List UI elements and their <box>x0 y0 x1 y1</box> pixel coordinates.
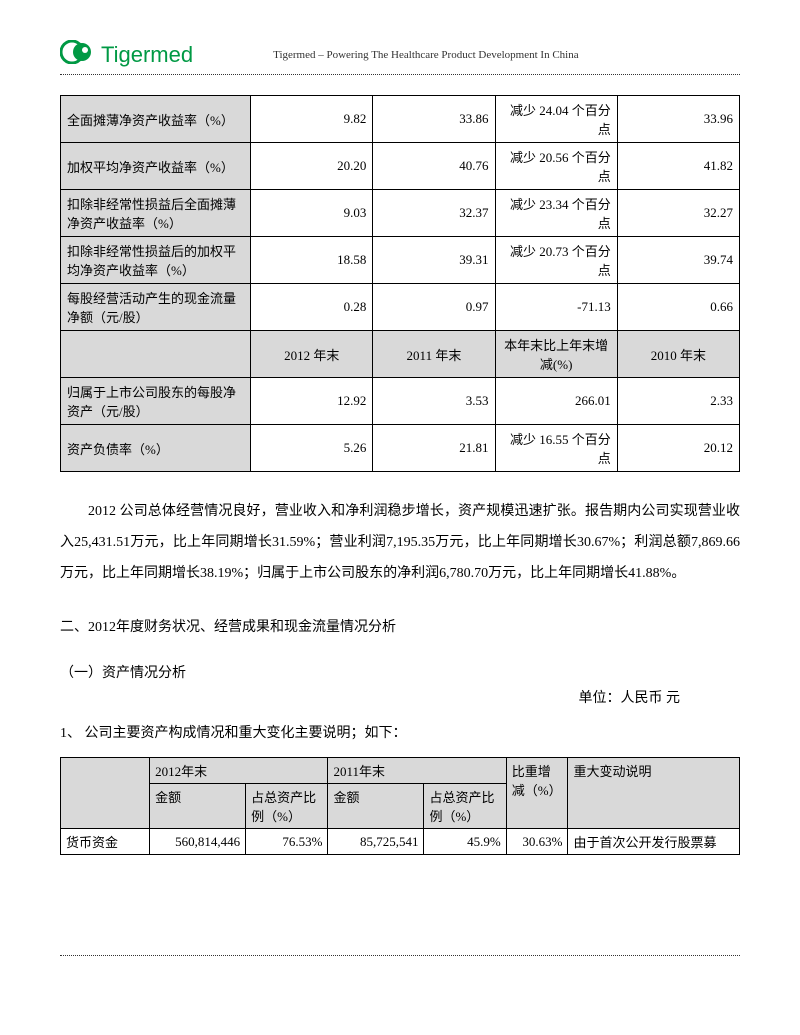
footer-divider <box>60 955 740 956</box>
metric-value: 266.01 <box>495 378 617 425</box>
metric-label: 每股经营活动产生的现金流量净额（元/股） <box>61 284 251 331</box>
metric-label: 扣除非经常性损益后的加权平均净资产收益率（%） <box>61 237 251 284</box>
metric-value: 33.86 <box>373 96 495 143</box>
metric-value: 33.96 <box>617 96 739 143</box>
metric-value: 21.81 <box>373 425 495 472</box>
metric-value: 减少 20.73 个百分点 <box>495 237 617 284</box>
metric-value: 减少 16.55 个百分点 <box>495 425 617 472</box>
table-row: 归属于上市公司股东的每股净资产（元/股） 12.92 3.53 266.01 2… <box>61 378 740 425</box>
metric-label: 全面摊薄净资产收益率（%） <box>61 96 251 143</box>
list-item: 1、 公司主要资产构成情况和重大变化主要说明；如下： <box>60 722 740 742</box>
amount-header: 金额 <box>150 784 246 829</box>
metric-value: 32.37 <box>373 190 495 237</box>
ratio-header: 占总资产比例（%） <box>424 784 506 829</box>
table-header-row: 2012年末 2011年末 比重增减（%） 重大变动说明 <box>61 758 740 784</box>
metric-value: 39.74 <box>617 237 739 284</box>
metric-value: 9.82 <box>251 96 373 143</box>
metric-label: 归属于上市公司股东的每股净资产（元/股） <box>61 378 251 425</box>
asset-ratio: 76.53% <box>246 829 328 855</box>
metric-label: 资产负债率（%） <box>61 425 251 472</box>
metric-value: 40.76 <box>373 143 495 190</box>
change-header: 本年末比上年末增减(%) <box>495 331 617 378</box>
year-header: 2012年末 <box>150 758 328 784</box>
table-row: 货币资金 560,814,446 76.53% 85,725,541 45.9%… <box>61 829 740 855</box>
header-divider <box>60 74 740 75</box>
asset-amount: 85,725,541 <box>328 829 424 855</box>
metric-label: 扣除非经常性损益后全面摊薄净资产收益率（%） <box>61 190 251 237</box>
table-row: 每股经营活动产生的现金流量净额（元/股） 0.28 0.97 -71.13 0.… <box>61 284 740 331</box>
metric-value: 32.27 <box>617 190 739 237</box>
amount-header: 金额 <box>328 784 424 829</box>
year-header: 2012 年末 <box>251 331 373 378</box>
empty-header <box>61 331 251 378</box>
header-tagline: Tigermed – Powering The Healthcare Produ… <box>273 49 579 61</box>
desc-header: 重大变动说明 <box>568 758 740 829</box>
unit-label: 单位：人民币 元 <box>60 687 680 707</box>
logo: Tigermed <box>60 40 193 69</box>
table-row: 扣除非经常性损益后的加权平均净资产收益率（%） 18.58 39.31 减少 2… <box>61 237 740 284</box>
metric-value: 0.66 <box>617 284 739 331</box>
section-title: 二、2012年度财务状况、经营成果和现金流量情况分析 <box>60 614 740 642</box>
asset-amount: 560,814,446 <box>150 829 246 855</box>
metric-value: 12.92 <box>251 378 373 425</box>
metric-value: 3.53 <box>373 378 495 425</box>
asset-ratio: 45.9% <box>424 829 506 855</box>
page-header: Tigermed Tigermed – Powering The Healthc… <box>60 40 740 69</box>
subsection-title: （一）资产情况分析 <box>60 662 740 682</box>
year-header: 2010 年末 <box>617 331 739 378</box>
metric-value: 减少 20.56 个百分点 <box>495 143 617 190</box>
logo-text: Tigermed <box>101 42 193 68</box>
summary-paragraph: 2012 公司总体经营情况良好，营业收入和净利润稳步增长，资产规模迅速扩张。报告… <box>60 497 740 589</box>
empty-header <box>61 758 150 829</box>
metric-value: 20.12 <box>617 425 739 472</box>
asset-desc: 由于首次公开发行股票募 <box>568 829 740 855</box>
metric-value: 减少 23.34 个百分点 <box>495 190 617 237</box>
metric-value: 0.28 <box>251 284 373 331</box>
metric-label: 加权平均净资产收益率（%） <box>61 143 251 190</box>
metric-value: 39.31 <box>373 237 495 284</box>
table-row: 全面摊薄净资产收益率（%） 9.82 33.86 减少 24.04 个百分点 3… <box>61 96 740 143</box>
asset-composition-table: 2012年末 2011年末 比重增减（%） 重大变动说明 金额 占总资产比例（%… <box>60 757 740 855</box>
metric-value: -71.13 <box>495 284 617 331</box>
table-row: 加权平均净资产收益率（%） 20.20 40.76 减少 20.56 个百分点 … <box>61 143 740 190</box>
ratio-header: 占总资产比例（%） <box>246 784 328 829</box>
change-header: 比重增减（%） <box>506 758 568 829</box>
asset-label: 货币资金 <box>61 829 150 855</box>
financial-metrics-table: 全面摊薄净资产收益率（%） 9.82 33.86 减少 24.04 个百分点 3… <box>60 95 740 472</box>
table-row: 资产负债率（%） 5.26 21.81 减少 16.55 个百分点 20.12 <box>61 425 740 472</box>
metric-value: 5.26 <box>251 425 373 472</box>
logo-icon <box>60 40 96 69</box>
table-header-row: 2012 年末 2011 年末 本年末比上年末增减(%) 2010 年末 <box>61 331 740 378</box>
metric-value: 减少 24.04 个百分点 <box>495 96 617 143</box>
year-header: 2011年末 <box>328 758 506 784</box>
metric-value: 2.33 <box>617 378 739 425</box>
metric-value: 20.20 <box>251 143 373 190</box>
year-header: 2011 年末 <box>373 331 495 378</box>
table-row: 扣除非经常性损益后全面摊薄净资产收益率（%） 9.03 32.37 减少 23.… <box>61 190 740 237</box>
metric-value: 18.58 <box>251 237 373 284</box>
asset-change: 30.63% <box>506 829 568 855</box>
metric-value: 9.03 <box>251 190 373 237</box>
metric-value: 0.97 <box>373 284 495 331</box>
metric-value: 41.82 <box>617 143 739 190</box>
